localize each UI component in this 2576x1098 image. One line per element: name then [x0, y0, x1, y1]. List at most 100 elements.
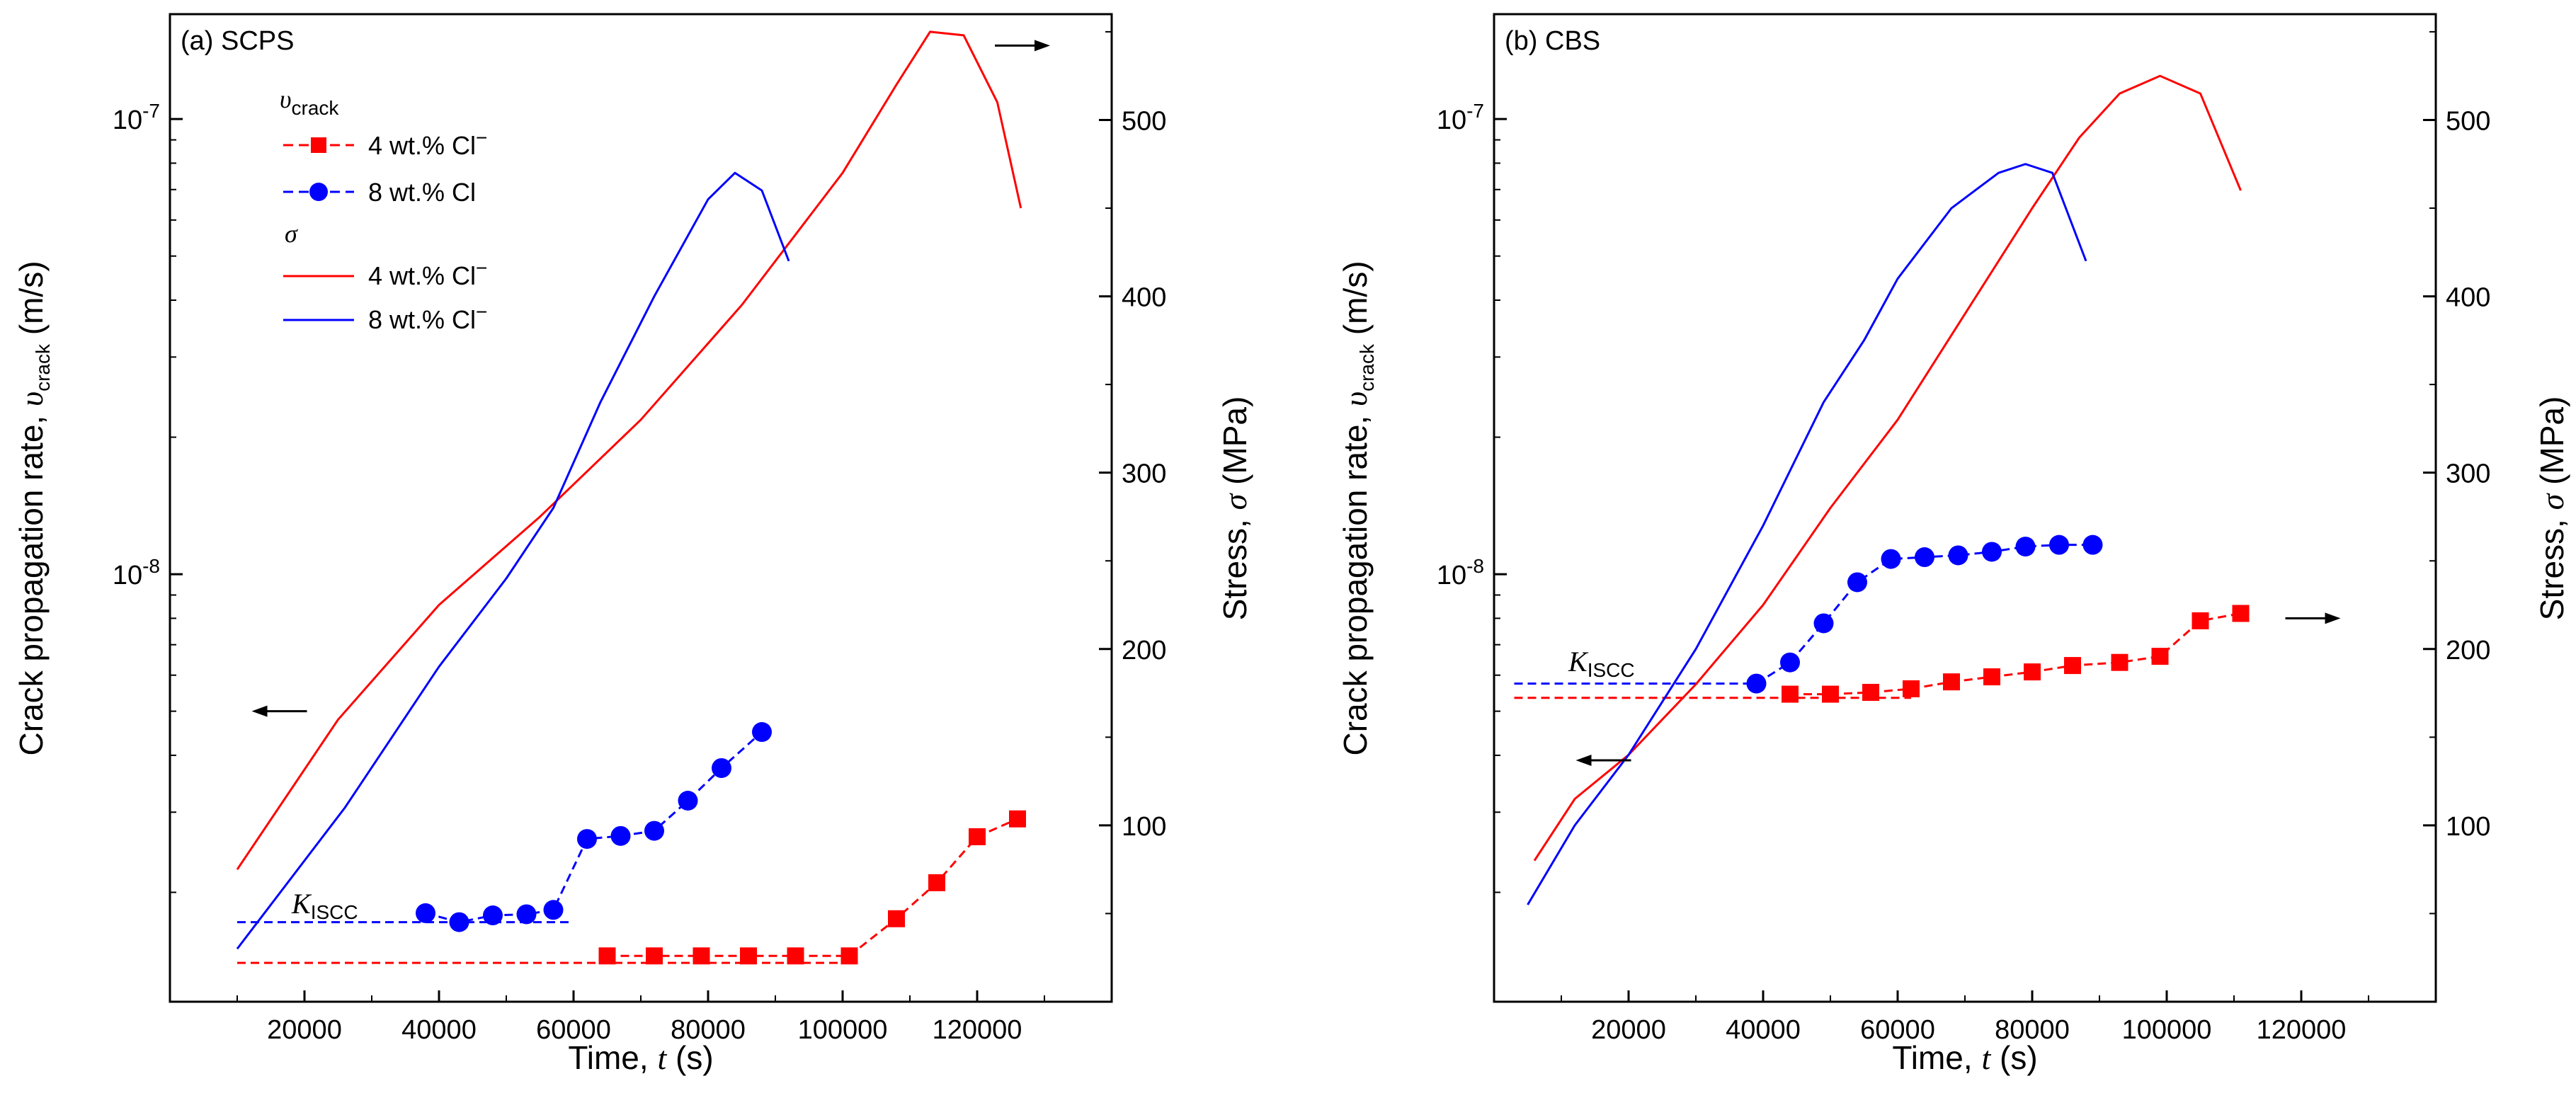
stress-series-b	[1527, 74, 2242, 905]
rate-point-square	[598, 947, 616, 965]
plot-frame-a	[169, 13, 1113, 1003]
x-tick-label: 100000	[2122, 1015, 2212, 1045]
svg-text:8 wt.% Cl: 8 wt.% Cl	[368, 178, 476, 207]
x-tick-label: 80000	[671, 1015, 746, 1045]
y-right-tick-label: 200	[1122, 636, 1166, 665]
legend-group-rate-title: υcrack	[280, 85, 339, 119]
rate-point-circle	[2015, 537, 2036, 557]
rate-point-circle	[1813, 613, 1834, 634]
y-left-label-a: Crack propagation rate, υcrack (m/s)	[13, 261, 54, 755]
rate-point-square	[2232, 605, 2250, 622]
plot-frame-b	[1493, 13, 2437, 1003]
rate-point-square	[840, 947, 858, 965]
stress-line	[1533, 74, 2242, 862]
stress-line	[236, 171, 790, 950]
x-tick-label: 60000	[536, 1015, 611, 1045]
svg-text:4 wt.% Cl−: 4 wt.% Cl−	[368, 127, 487, 160]
legend-item-stress-4: 4 wt.% Cl−	[283, 257, 487, 290]
rate-point-circle	[543, 900, 564, 920]
rate-line	[607, 818, 1018, 957]
rate-point-square	[1943, 673, 1960, 691]
y-right-tick-label: 500	[2446, 106, 2490, 136]
rate-line	[1790, 612, 2241, 696]
rate-point-square	[1903, 680, 1920, 697]
x-axis-label-b: Time, t (s)	[1892, 1039, 2037, 1076]
rate-point-circle	[416, 903, 435, 923]
x-tick-label: 60000	[1860, 1015, 1935, 1045]
axis-arrows-b	[1575, 612, 2341, 767]
y-left-tick-label: 10-8	[113, 555, 160, 590]
rate-point-square	[693, 947, 710, 965]
y-right-label-b: Stress, σ (MPa)	[2534, 396, 2570, 621]
y-right-tick-label: 400	[2446, 283, 2490, 313]
rate-point-circle	[752, 722, 772, 743]
rate-point-square	[928, 874, 945, 891]
rate-point-square	[2111, 653, 2128, 671]
x-ticks-a: 20000 40000 60000 80000 100000 120000	[236, 990, 1045, 1045]
rate-point-square	[1782, 685, 1799, 703]
x-tick-label: 20000	[267, 1015, 342, 1045]
y-right-tick-label: 500	[1122, 106, 1166, 136]
rate-point-circle	[1915, 547, 1934, 568]
rate-point-circle	[1982, 542, 2002, 562]
y-left-label-b: Crack propagation rate, υcrack (m/s)	[1337, 261, 1378, 755]
x-tick-label: 20000	[1591, 1015, 1666, 1045]
right-axis-arrow-head	[2325, 612, 2341, 624]
rate-point-circle	[577, 829, 597, 850]
rate-point-circle	[483, 905, 503, 926]
rate-point-square	[1862, 684, 1879, 702]
panel-a: 20000 40000 60000 80000 100000 120000 10-810-…	[13, 13, 1253, 1076]
rate-point-circle	[449, 912, 469, 932]
rate-series-a	[416, 722, 1026, 965]
panel-b: 20000 40000 60000 80000 100000 120000 10-810-…	[1337, 13, 2570, 1076]
rate-point-circle	[644, 820, 664, 841]
rate-point-square	[740, 947, 757, 965]
right-axis-arrow-head	[1035, 40, 1050, 52]
y-left-tick-label: 10-7	[113, 100, 160, 135]
legend-a: υcrack 4 wt.% Cl− 8 wt.% Cl σ 4 wt.% Cl−	[280, 85, 487, 334]
y-right-tick-label: 300	[1122, 459, 1166, 489]
x-tick-label: 120000	[933, 1015, 1022, 1045]
rate-point-circle	[2082, 534, 2103, 555]
rate-point-circle	[610, 825, 631, 846]
y-right-tick-label: 300	[2446, 459, 2490, 489]
rate-point-circle	[1780, 652, 1800, 673]
y-left-ticks-a: 10-8 10-7	[113, 100, 183, 893]
left-axis-arrow-head	[251, 705, 268, 717]
rate-point-square	[2024, 663, 2041, 681]
rate-point-circle	[678, 790, 698, 811]
x-tick-label: 120000	[2257, 1015, 2347, 1045]
kiscc-lines-b	[1514, 682, 1911, 699]
y-right-ticks-b: 100 200 300 400 500	[2423, 30, 2490, 915]
stress-series-a	[236, 30, 1022, 950]
rate-point-circle	[1881, 549, 1901, 569]
rate-point-square	[787, 947, 804, 965]
y-left-tick-label: 10-8	[1437, 555, 1484, 590]
rate-point-square	[1009, 810, 1026, 828]
svg-text:4 wt.% Cl−: 4 wt.% Cl−	[368, 257, 487, 290]
y-right-tick-label: 100	[1122, 812, 1166, 842]
rate-point-square	[888, 910, 905, 927]
x-axis-label-a: Time, t (s)	[568, 1039, 713, 1076]
rate-series-b	[1746, 534, 2250, 703]
rate-point-circle	[2049, 534, 2069, 555]
y-right-tick-label: 400	[1122, 283, 1166, 313]
rate-point-square	[1983, 668, 2000, 686]
y-right-tick-label: 200	[2446, 636, 2490, 665]
rate-point-circle	[1746, 673, 1767, 694]
stress-line	[236, 30, 1022, 871]
rate-point-square	[1822, 685, 1839, 703]
kiscc-label-a: KISCC	[291, 888, 358, 923]
y-right-tick-label: 100	[2446, 812, 2490, 842]
kiscc-label-b: KISCC	[1568, 646, 1635, 681]
axis-arrows-a	[251, 40, 1050, 717]
rate-point-square	[2192, 612, 2209, 629]
rate-point-circle	[1948, 545, 1968, 566]
rate-line	[425, 731, 763, 924]
stress-line	[1527, 163, 2087, 905]
rate-point-circle	[516, 904, 537, 925]
x-tick-label: 100000	[798, 1015, 888, 1045]
legend-item-stress-8: 8 wt.% Cl−	[283, 301, 487, 334]
x-tick-label: 80000	[1995, 1015, 2070, 1045]
